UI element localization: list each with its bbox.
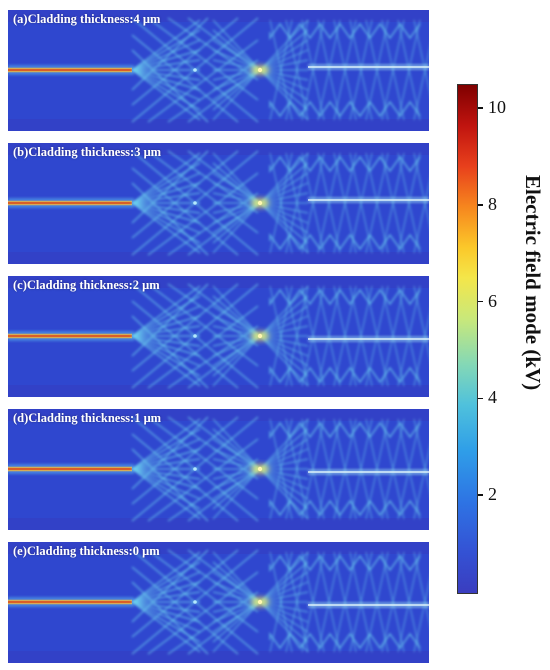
- field-map: [8, 276, 429, 397]
- input-core: [8, 464, 134, 474]
- interference-pattern: [131, 283, 429, 389]
- cladding-top: [8, 10, 429, 22]
- colorbar: [457, 84, 478, 594]
- mode-panel: (d)Cladding thickness:1 μm: [8, 409, 429, 530]
- panel-label: (e)Cladding thickness:0 μm: [13, 544, 160, 558]
- focus-spot: [257, 67, 263, 73]
- crossing-spot: [193, 600, 197, 604]
- input-core: [8, 331, 134, 341]
- crossing-spot: [193, 334, 197, 338]
- input-core: [8, 198, 134, 208]
- interference-pattern: [131, 17, 429, 123]
- mode-panel: (a)Cladding thickness:4 μm: [8, 10, 429, 131]
- mode-panel: (c)Cladding thickness:2 μm: [8, 276, 429, 397]
- colorbar-tick: [478, 397, 483, 400]
- input-core: [8, 65, 134, 75]
- colorbar-tick-label: 2: [488, 484, 497, 505]
- colorbar-tick-label: 4: [488, 387, 497, 408]
- cladding-bottom: [8, 252, 429, 264]
- colorbar-title: Electric field mode (kV): [521, 175, 545, 391]
- colorbar-tick: [478, 494, 483, 496]
- panel-label: (a)Cladding thickness:4 μm: [13, 12, 161, 26]
- cladding-bottom: [8, 119, 429, 131]
- input-core: [8, 597, 134, 607]
- colorbar-tick-label: 10: [488, 97, 506, 118]
- mode-panel: (e)Cladding thickness:0 μm: [8, 542, 429, 663]
- interference-pattern: [131, 150, 429, 256]
- field-map: [8, 542, 429, 663]
- crossing-spot: [193, 201, 197, 205]
- crossing-spot: [193, 467, 197, 471]
- cladding-top: [8, 143, 429, 155]
- cladding-bottom: [8, 385, 429, 397]
- colorbar-tick: [478, 300, 483, 303]
- focus-spot: [257, 333, 263, 339]
- colorbar-tick: [478, 107, 483, 109]
- field-map: [8, 143, 429, 264]
- colorbar-tick: [478, 204, 483, 206]
- field-map: [8, 10, 429, 131]
- cladding-top: [8, 542, 429, 554]
- focus-spot: [257, 200, 263, 206]
- focus-spot: [257, 466, 263, 472]
- cladding-top: [8, 276, 429, 288]
- cladding-bottom: [8, 518, 429, 530]
- mode-panel: (b)Cladding thickness:3 μm: [8, 143, 429, 264]
- panel-label: (b)Cladding thickness:3 μm: [13, 145, 162, 159]
- focus-spot: [257, 599, 263, 605]
- colorbar-tick-label: 6: [488, 290, 497, 311]
- panel-label: (d)Cladding thickness:1 μm: [13, 411, 162, 425]
- cladding-top: [8, 409, 429, 421]
- field-map: [8, 409, 429, 530]
- crossing-spot: [193, 68, 197, 72]
- colorbar-tick-label: 8: [488, 193, 497, 214]
- panel-label: (c)Cladding thickness:2 μm: [13, 278, 160, 292]
- cladding-bottom: [8, 651, 429, 663]
